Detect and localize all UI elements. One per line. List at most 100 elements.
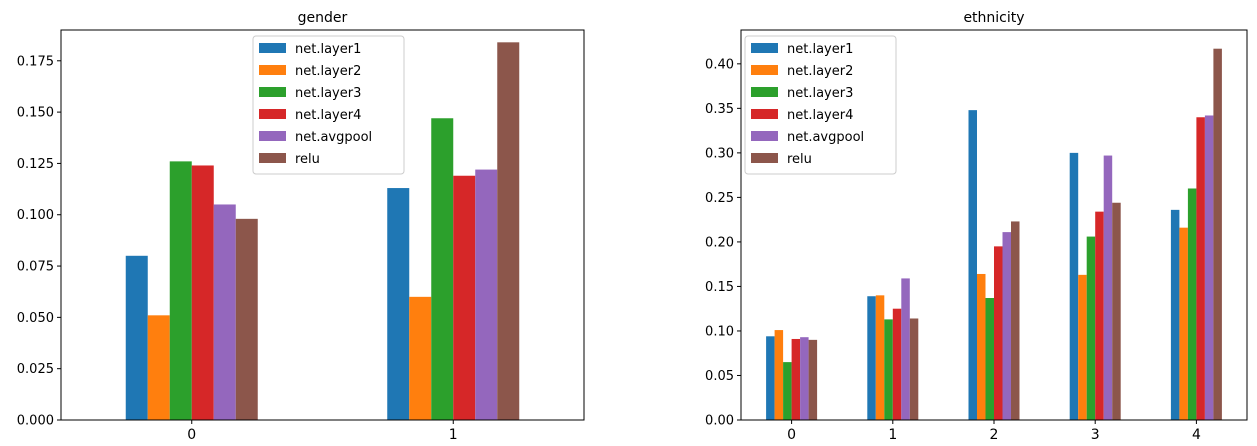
bar-net-layer1-cat-1 <box>867 296 876 420</box>
y-tick-label: 0.150 <box>17 106 54 121</box>
legend-box <box>744 35 897 175</box>
bar-relu-cat-1 <box>497 42 520 420</box>
y-tick-label: 0.25 <box>705 191 734 206</box>
y-tick-label: 0.025 <box>17 362 54 377</box>
bar-net-avgpool-cat-2 <box>1002 232 1011 420</box>
legend-label: net.layer2 <box>295 64 361 79</box>
bar-net-avgpool-cat-4 <box>1204 115 1214 420</box>
bar-net-layer3-cat-4 <box>1187 188 1197 420</box>
bar-net-layer2-cat-3 <box>1078 274 1087 420</box>
x-tick-label: 1 <box>449 427 458 443</box>
chart-0: gender 0 1 0.000 0.025 0.050 0.075 0.100 0.125 0.… <box>17 10 585 443</box>
bar-net-avgpool-cat-1 <box>475 169 498 420</box>
bar-net-layer4-cat-4 <box>1196 117 1205 420</box>
bar-net-layer2-cat-1 <box>875 295 885 420</box>
bar-relu-cat-3 <box>1112 202 1121 420</box>
bar-relu-cat-0 <box>808 339 818 420</box>
bar-net-layer2-cat-1 <box>409 296 432 420</box>
x-tick-label: 4 <box>1192 427 1201 443</box>
legend-label: net.avgpool <box>787 130 864 145</box>
chart-title: gender <box>298 10 348 26</box>
bar-relu-cat-4 <box>1213 48 1222 420</box>
bar-relu-cat-0 <box>235 218 258 420</box>
bar-net-layer4-cat-0 <box>191 165 214 420</box>
axes-frame <box>740 29 1248 421</box>
y-tick-label: 0.125 <box>17 157 54 172</box>
bar-net-layer4-cat-2 <box>994 246 1003 420</box>
bar-net-layer1-cat-2 <box>968 110 977 420</box>
y-tick-label: 0.30 <box>705 146 734 161</box>
bar-net-layer1-cat-0 <box>125 255 148 420</box>
bar-net-layer4-cat-0 <box>791 338 801 420</box>
bar-net-avgpool-cat-0 <box>213 204 236 420</box>
x-tick-label: 0 <box>787 427 796 443</box>
bar-net-layer2-cat-0 <box>147 315 170 420</box>
bar-net-layer4-cat-3 <box>1095 211 1104 420</box>
x-tick-label: 0 <box>187 427 196 443</box>
legend-swatch-net-layer3 <box>259 87 286 97</box>
legend-swatch-net-layer2 <box>751 65 778 75</box>
legend-label: net.layer4 <box>295 108 361 123</box>
legend-swatch-net-layer4 <box>751 109 778 119</box>
y-tick-label: 0.20 <box>705 235 734 250</box>
chart-title: ethnicity <box>963 10 1024 26</box>
y-tick-label: 0.075 <box>17 260 54 275</box>
bar-net-layer2-cat-4 <box>1179 227 1188 420</box>
bar-net-avgpool-cat-1 <box>901 278 910 420</box>
legend-swatch-relu <box>751 153 778 163</box>
legend-swatch-net-avgpool <box>751 131 778 141</box>
legend-box <box>252 35 405 175</box>
bar-net-layer2-cat-0 <box>774 330 784 420</box>
y-tick-label: 0.175 <box>17 54 54 69</box>
legend-label: relu <box>787 152 812 167</box>
y-tick-label: 0.000 <box>17 414 54 429</box>
bar-net-layer3-cat-0 <box>783 362 792 420</box>
legend-label: net.layer1 <box>295 42 361 57</box>
bar-net-layer1-cat-3 <box>1069 152 1079 420</box>
bar-net-layer1-cat-1 <box>387 188 410 420</box>
bar-net-layer3-cat-1 <box>884 319 893 420</box>
bar-net-layer3-cat-0 <box>169 161 192 420</box>
y-tick-label: 0.40 <box>705 57 734 72</box>
bar-net-layer2-cat-2 <box>977 273 986 420</box>
legend-label: net.avgpool <box>295 130 372 145</box>
y-tick-label: 0.00 <box>705 414 734 429</box>
legend-label: net.layer1 <box>787 42 853 57</box>
y-tick-label: 0.10 <box>705 324 734 339</box>
x-tick-label: 1 <box>888 427 897 443</box>
bar-net-layer3-cat-3 <box>1086 236 1096 420</box>
bar-relu-cat-2 <box>1011 221 1020 420</box>
legend-label: relu <box>295 152 320 167</box>
y-tick-label: 0.35 <box>705 102 734 117</box>
bar-net-avgpool-cat-0 <box>800 337 809 420</box>
bar-net-avgpool-cat-3 <box>1103 155 1113 421</box>
bar-net-layer4-cat-1 <box>453 175 476 420</box>
y-tick-label: 0.05 <box>705 369 734 384</box>
axes-frame <box>60 29 585 421</box>
legend-label: net.layer3 <box>295 86 361 101</box>
legend-swatch-net-layer2 <box>259 65 286 75</box>
legend-swatch-net-layer3 <box>751 87 778 97</box>
bar-net-layer3-cat-2 <box>985 298 994 420</box>
bar-net-layer4-cat-1 <box>892 308 902 420</box>
legend-label: net.layer2 <box>787 64 853 79</box>
y-tick-label: 0.050 <box>17 311 54 326</box>
legend-swatch-net-layer1 <box>751 43 778 53</box>
x-tick-label: 2 <box>990 427 999 443</box>
x-tick-label: 3 <box>1091 427 1100 443</box>
legend-label: net.layer3 <box>787 86 853 101</box>
legend-label: net.layer4 <box>787 108 853 123</box>
legend-swatch-net-avgpool <box>259 131 286 141</box>
y-tick-label: 0.15 <box>705 280 734 295</box>
legend-swatch-net-layer1 <box>259 43 286 53</box>
bar-net-layer1-cat-4 <box>1170 209 1180 420</box>
bar-net-layer1-cat-0 <box>766 336 775 420</box>
legend: net.layer1 net.layer2 net.layer3 net.layer4… <box>252 35 405 175</box>
legend-swatch-net-layer4 <box>259 109 286 119</box>
bar-relu-cat-1 <box>909 318 919 420</box>
legend-swatch-relu <box>259 153 286 163</box>
chart-1: ethnicity 0 1 2 3 4 0.00 0.05 0.10 0.15 0.20 0.25 0.… <box>705 10 1248 443</box>
y-tick-label: 0.100 <box>17 208 54 223</box>
bar-net-layer3-cat-1 <box>431 118 454 420</box>
